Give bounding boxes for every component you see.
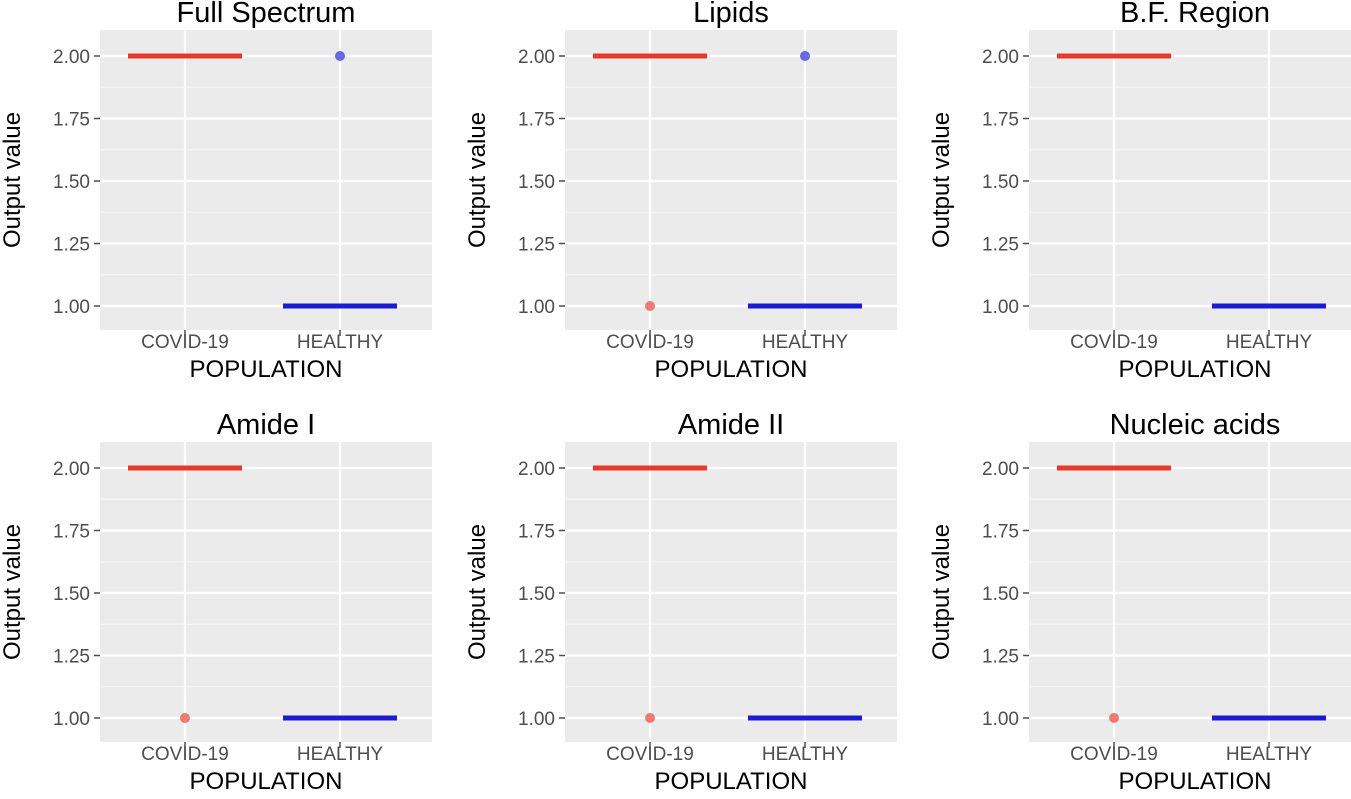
y-axis-title: Output value (928, 112, 955, 248)
chart-title: Full Spectrum (177, 0, 356, 29)
y-tick-label: 1.50 (518, 584, 555, 605)
y-tick-label: 1.00 (518, 297, 555, 318)
x-tick-label: HEALTHY (297, 744, 384, 765)
y-tick-label: 1.25 (982, 647, 1019, 668)
y-tick-label: 1.75 (982, 522, 1019, 543)
chart-title: Amide I (217, 409, 315, 441)
y-tick-label: 2.00 (53, 459, 90, 480)
x-axis-title: POPULATION (1119, 356, 1272, 383)
x-tick-label: COVID-19 (606, 744, 694, 765)
x-axis-title: POPULATION (190, 356, 343, 383)
outlier-point-covid-19 (180, 713, 190, 723)
x-tick-label: COVID-19 (1070, 744, 1158, 765)
chart-panel-6: 1.00 1.25 1.50 1.75 2.00 COVID-19 HEALTHY POPUL… (928, 409, 1351, 795)
y-tick-label: 2.00 (53, 47, 90, 68)
outlier-point-covid-19 (645, 713, 655, 723)
y-tick-label: 1.00 (982, 709, 1019, 730)
x-tick-label: HEALTHY (762, 332, 849, 353)
y-tick-label: 1.50 (982, 172, 1019, 193)
x-axis-title: POPULATION (655, 356, 808, 383)
y-tick-label: 2.00 (982, 47, 1019, 68)
chart-panel-3: 1.00 1.25 1.50 1.75 2.00 COVID-19 HEALTHY POPUL… (928, 0, 1351, 383)
y-tick-label: 1.50 (53, 584, 90, 605)
y-tick-label: 1.75 (518, 522, 555, 543)
x-axis-title: POPULATION (655, 768, 808, 794)
chart-title: Nucleic acids (1110, 409, 1281, 441)
y-tick-label: 2.00 (518, 47, 555, 68)
x-tick-label: HEALTHY (1226, 332, 1313, 353)
y-tick-label: 1.75 (982, 110, 1019, 131)
x-tick-label: HEALTHY (297, 332, 384, 353)
y-axis-title: Output value (0, 112, 26, 248)
y-axis-title: Output value (464, 112, 491, 248)
x-tick-label: COVID-19 (1070, 332, 1158, 353)
chart-title: Amide II (678, 409, 784, 441)
outlier-point-covid-19 (645, 301, 655, 311)
outlier-point-healthy (335, 51, 345, 61)
y-tick-label: 1.00 (518, 709, 555, 730)
x-tick-label: COVID-19 (141, 332, 229, 353)
y-tick-label: 1.75 (518, 110, 555, 131)
y-axis-title: Output value (464, 524, 491, 660)
y-tick-label: 1.50 (982, 584, 1019, 605)
x-tick-label: COVID-19 (141, 744, 229, 765)
y-tick-label: 1.00 (53, 709, 90, 730)
y-tick-label: 1.25 (982, 235, 1019, 256)
y-tick-label: 1.75 (53, 522, 90, 543)
y-axis-title: Output value (928, 524, 955, 660)
outlier-point-covid-19 (1109, 713, 1119, 723)
chart-panel-1: 1.00 1.25 1.50 1.75 2.00 COVID-19 HEALTHY POPUL… (0, 0, 432, 383)
y-tick-label: 1.50 (53, 172, 90, 193)
y-tick-label: 1.00 (982, 297, 1019, 318)
x-tick-label: HEALTHY (762, 744, 849, 765)
y-tick-label: 1.50 (518, 172, 555, 193)
y-tick-label: 1.00 (53, 297, 90, 318)
y-tick-label: 2.00 (518, 459, 555, 480)
chart-panel-4: 1.00 1.25 1.50 1.75 2.00 COVID-19 HEALTHY POPUL… (0, 409, 432, 795)
y-tick-label: 1.25 (518, 235, 555, 256)
y-tick-label: 1.25 (518, 647, 555, 668)
outlier-point-healthy (800, 51, 810, 61)
chart-title: B.F. Region (1120, 0, 1270, 29)
chart-panel-5: 1.00 1.25 1.50 1.75 2.00 COVID-19 HEALTHY POPUL… (464, 409, 897, 795)
y-axis-title: Output value (0, 524, 26, 660)
y-tick-label: 1.75 (53, 110, 90, 131)
x-tick-label: HEALTHY (1226, 744, 1313, 765)
chart-title: Lipids (693, 0, 769, 29)
x-axis-title: POPULATION (1119, 768, 1272, 794)
chart-panel-2: 1.00 1.25 1.50 1.75 2.00 COVID-19 HEALTHY POPUL… (464, 0, 897, 383)
y-tick-label: 2.00 (982, 459, 1019, 480)
y-tick-label: 1.25 (53, 647, 90, 668)
x-axis-title: POPULATION (190, 768, 343, 794)
y-tick-label: 1.25 (53, 235, 90, 256)
x-tick-label: COVID-19 (606, 332, 694, 353)
